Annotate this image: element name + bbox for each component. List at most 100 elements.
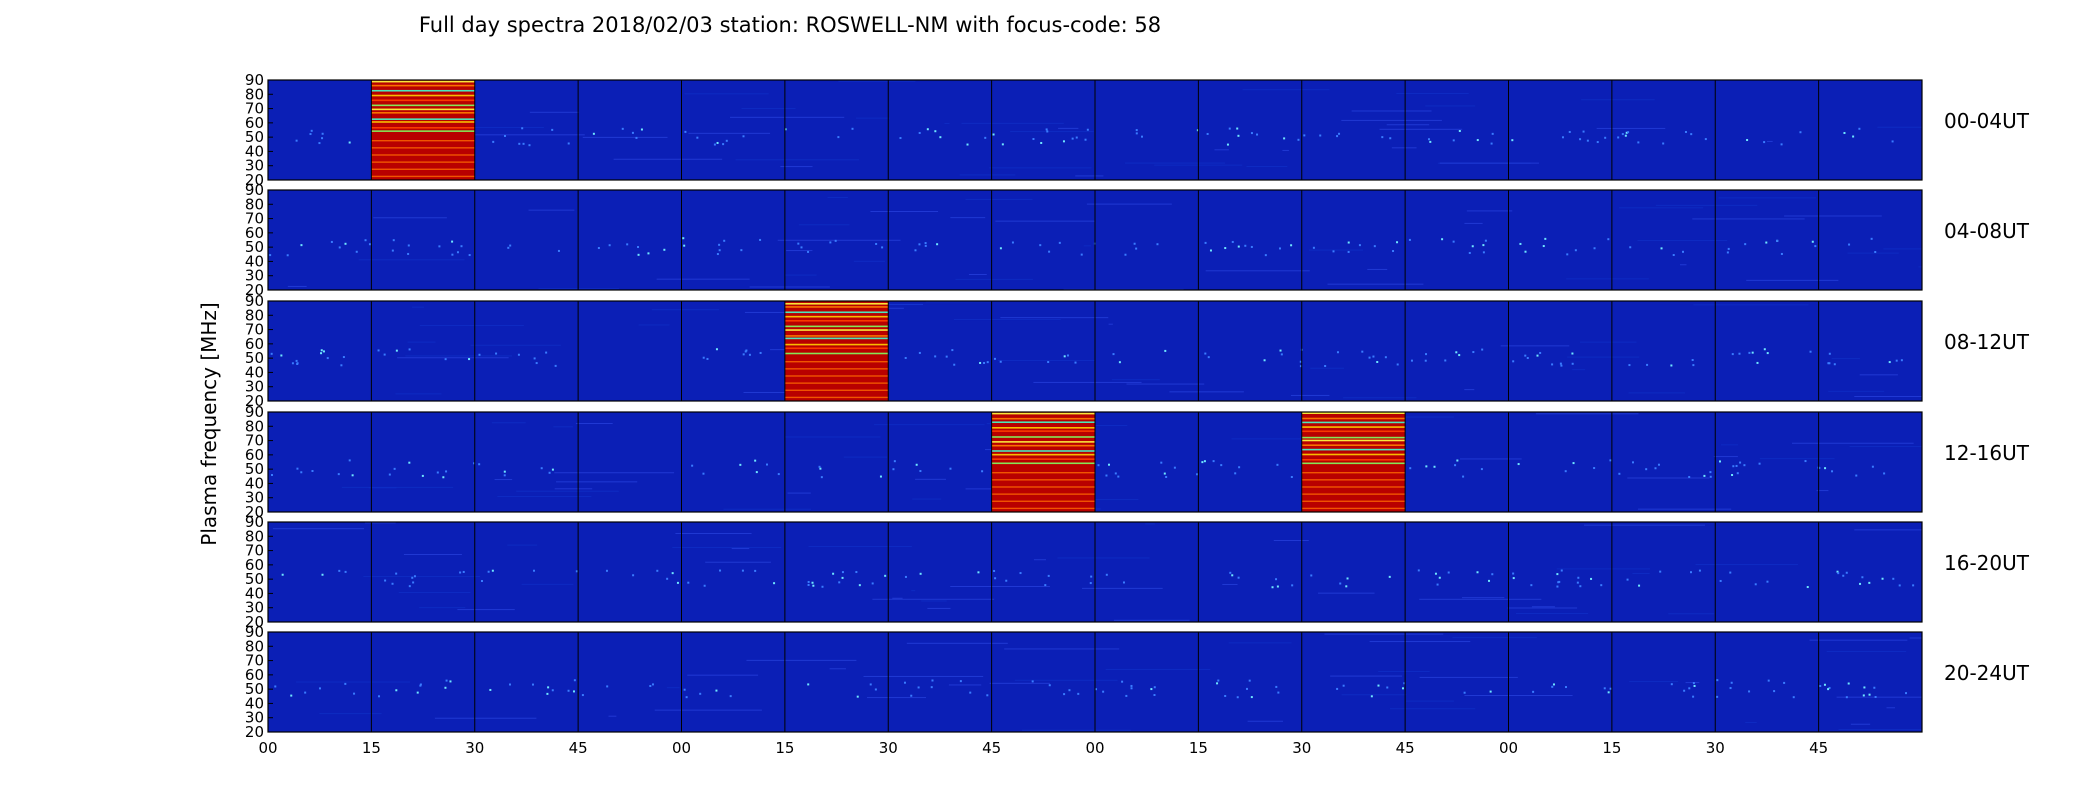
panels-group: 203040506070809000-04UT20304050607080900… — [245, 71, 2030, 741]
emission-dot — [1409, 467, 1412, 470]
texture-band — [1341, 119, 1442, 121]
texture-band — [1057, 557, 1150, 559]
emission-dot — [1748, 351, 1751, 354]
y-tick-label: 40 — [245, 142, 264, 160]
emission-dot — [1336, 135, 1339, 138]
emission-dot — [626, 243, 629, 246]
texture-band — [1452, 637, 1537, 639]
emission-dot — [1095, 688, 1098, 691]
emission-dot — [1632, 461, 1635, 464]
emission-dot — [1590, 577, 1593, 580]
texture-band — [516, 490, 619, 492]
emission-dot — [959, 680, 962, 683]
emission-dot — [1773, 690, 1776, 693]
texture-band — [1918, 266, 1922, 268]
emission-dot — [893, 460, 896, 463]
texture-band — [419, 607, 466, 609]
active-block — [371, 80, 475, 180]
texture-band — [403, 553, 462, 555]
emission-dot — [1609, 459, 1612, 462]
texture-band — [1695, 564, 1798, 566]
emission-dot — [1845, 696, 1848, 699]
emission-dot — [1481, 348, 1484, 351]
texture-band — [1086, 203, 1172, 205]
emission-dot — [904, 575, 907, 578]
emission-dot — [1048, 250, 1051, 253]
emission-dot — [1201, 461, 1204, 464]
emission-dot — [1236, 127, 1239, 130]
emission-dot — [934, 355, 937, 358]
texture-band — [1584, 524, 1706, 526]
emission-dot — [683, 244, 686, 247]
emission-dot — [993, 569, 996, 572]
emission-dot — [468, 358, 471, 361]
emission-dot — [748, 353, 751, 356]
emission-dot — [1280, 353, 1283, 356]
emission-dot — [419, 683, 422, 686]
emission-dot — [1683, 689, 1686, 692]
x-tick-label: 30 — [879, 739, 898, 757]
emission-dot — [1688, 475, 1691, 478]
texture-band — [364, 522, 396, 524]
active-stripe — [371, 147, 475, 149]
emission-dot — [1638, 584, 1641, 587]
emission-dot — [1765, 241, 1768, 244]
emission-dot — [1220, 464, 1223, 467]
x-tick-label: 00 — [672, 739, 691, 757]
active-stripe — [784, 337, 889, 340]
y-tick-label: 90 — [245, 623, 264, 641]
emission-dot — [1299, 360, 1302, 363]
active-stripe — [784, 306, 889, 308]
emission-dot — [797, 242, 800, 245]
texture-band — [1877, 126, 1922, 128]
emission-dot — [1237, 576, 1240, 579]
emission-dot — [1403, 682, 1406, 685]
emission-dot — [1726, 251, 1729, 254]
emission-dot — [1859, 582, 1862, 585]
y-tick-label: 30 — [245, 157, 264, 175]
texture-band — [1791, 442, 1914, 444]
texture-band — [1378, 671, 1430, 673]
emission-dot — [1063, 693, 1066, 696]
emission-dot — [1105, 573, 1108, 576]
emission-dot — [656, 569, 659, 572]
emission-dot — [1586, 139, 1589, 142]
texture-band — [1849, 445, 1922, 447]
texture-band — [741, 108, 796, 110]
emission-dot — [1703, 474, 1706, 477]
emission-dot — [1744, 243, 1747, 246]
texture-band — [856, 117, 890, 119]
emission-dot — [986, 361, 989, 364]
chart-title: Full day spectra 2018/02/03 station: ROS… — [419, 13, 1161, 37]
texture-band — [395, 393, 442, 395]
emission-dot — [1684, 130, 1687, 133]
texture-band — [912, 498, 942, 500]
panel-frame — [267, 189, 1923, 291]
emission-dot — [1780, 143, 1783, 146]
emission-dot — [1524, 354, 1527, 357]
emission-dot — [384, 579, 387, 582]
emission-dot — [1731, 353, 1734, 356]
emission-dot — [1604, 136, 1607, 139]
x-tick-labels: 00 15 30 45 00 15 30 45 00 15 30 45 00 15 30 45 — [258, 739, 1828, 757]
emission-dot — [1108, 463, 1111, 466]
emission-dot — [807, 683, 810, 686]
x-tick-label: 45 — [1396, 739, 1415, 757]
emission-dot — [892, 468, 895, 471]
emission-dot — [858, 584, 861, 587]
emission-dot — [918, 351, 921, 354]
emission-dot — [1045, 128, 1048, 131]
emission-dot — [1551, 363, 1554, 366]
texture-band — [1500, 345, 1570, 347]
emission-dot — [1577, 576, 1580, 579]
emission-dot — [1271, 586, 1274, 589]
texture-band — [950, 217, 986, 219]
active-stripe — [371, 94, 475, 97]
emission-dot — [1121, 680, 1124, 683]
emission-dot — [1209, 249, 1212, 252]
emission-dot — [984, 136, 987, 139]
emission-dot — [1891, 140, 1894, 143]
emission-dot — [742, 353, 745, 356]
active-stripe — [991, 412, 1095, 415]
